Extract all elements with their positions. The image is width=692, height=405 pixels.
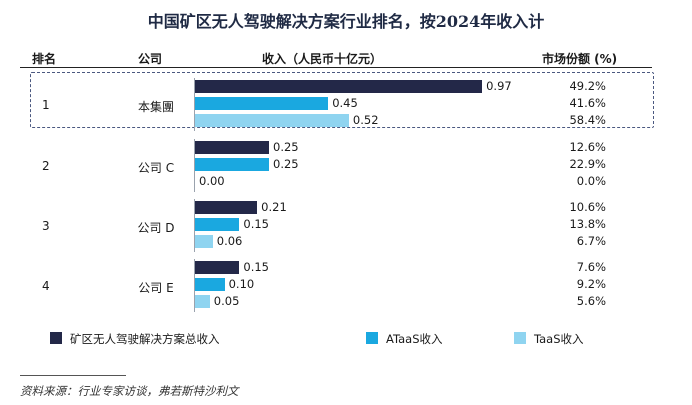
data-label: 0.00 — [199, 174, 225, 188]
market-share-value: 10.6% — [569, 200, 606, 214]
source-rule — [20, 375, 126, 376]
axis-line — [194, 259, 195, 312]
bar-total — [195, 141, 269, 154]
company-name: 公司 E — [138, 280, 174, 295]
highlight-box — [30, 72, 654, 128]
header-market-share: 市场份额 (%) — [542, 52, 618, 66]
data-label: 0.10 — [228, 277, 255, 291]
market-share-value: 58.4% — [569, 113, 606, 127]
market-share-value: 13.8% — [569, 217, 606, 231]
data-label: 0.97 — [486, 79, 512, 93]
rank-value: 1 — [42, 97, 50, 112]
header-company: 公司 — [138, 52, 163, 66]
bar-taas — [195, 235, 213, 248]
source-note: 资料来源：行业专家访谈，弗若斯特沙利文 — [20, 384, 239, 398]
rank-value: 2 — [42, 158, 50, 173]
data-label: 0.52 — [352, 113, 379, 127]
legend-swatch-ataas — [366, 332, 378, 344]
bar-taas — [195, 114, 349, 127]
legend-swatch-taas — [514, 332, 526, 344]
header-rule — [20, 67, 652, 68]
bar-taas — [195, 295, 210, 308]
market-share-value: 41.6% — [569, 96, 606, 110]
bar-ataas — [195, 278, 225, 291]
legend-swatch-total — [50, 332, 62, 344]
company-name: 公司 C — [137, 160, 175, 175]
axis-line — [194, 139, 195, 192]
bar-ataas — [195, 218, 240, 231]
data-label: 0.06 — [216, 234, 243, 248]
rank-value: 3 — [42, 218, 50, 233]
bar-total — [195, 80, 483, 93]
market-share-value: 7.6% — [576, 260, 606, 274]
bar-ataas — [195, 158, 269, 171]
data-label: 0.25 — [273, 157, 299, 171]
data-label: 0.25 — [273, 140, 299, 154]
market-share-value: 49.2% — [569, 79, 606, 93]
company-name: 公司 D — [137, 220, 175, 235]
company-name: 本集團 — [137, 99, 174, 114]
header-revenue: 收入（人民币十亿元） — [262, 52, 383, 66]
axis-line — [194, 199, 195, 252]
market-share-value: 6.7% — [576, 234, 606, 248]
market-share-value: 22.9% — [569, 157, 606, 171]
data-label: 0.45 — [332, 96, 358, 110]
market-share-value: 9.2% — [576, 277, 606, 291]
chart-title: 中国矿区无人驾驶解决方案行业排名，按2024年收入计 — [147, 12, 545, 31]
data-label: 0.15 — [243, 217, 269, 231]
market-share-value: 12.6% — [569, 140, 606, 154]
rank-value: 4 — [42, 278, 50, 293]
data-label: 0.05 — [213, 294, 240, 308]
data-label: 0.21 — [261, 200, 287, 214]
market-share-value: 5.6% — [576, 294, 606, 308]
axis-line — [194, 78, 195, 131]
legend-label-taas: TaaS收入 — [534, 332, 584, 346]
bar-ataas — [195, 97, 329, 110]
header-rank: 排名 — [32, 52, 57, 66]
bar-total — [195, 201, 258, 214]
data-label: 0.15 — [243, 260, 269, 274]
legend-label-ataas: ATaaS收入 — [386, 332, 443, 346]
legend-label-total: 矿区无人驾驶解决方案总收入 — [70, 332, 220, 346]
bar-total — [195, 261, 240, 274]
market-share-value: 0.0% — [576, 174, 606, 188]
